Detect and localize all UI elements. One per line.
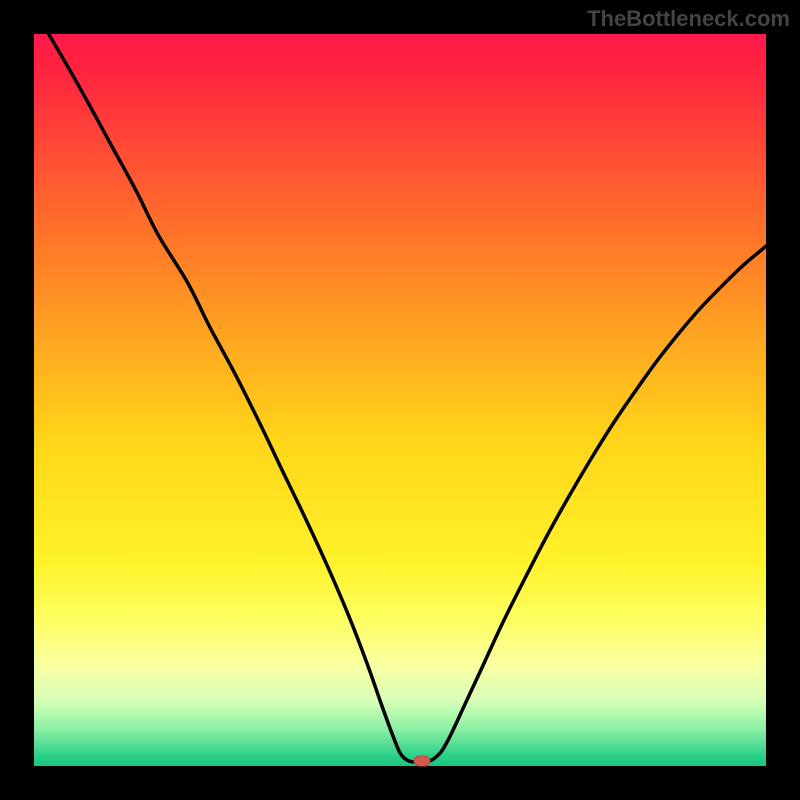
- bottleneck-marker: [413, 755, 430, 766]
- plot-area: [34, 34, 766, 766]
- watermark-text: TheBottleneck.com: [587, 6, 790, 32]
- plot-gradient-background: [34, 34, 766, 766]
